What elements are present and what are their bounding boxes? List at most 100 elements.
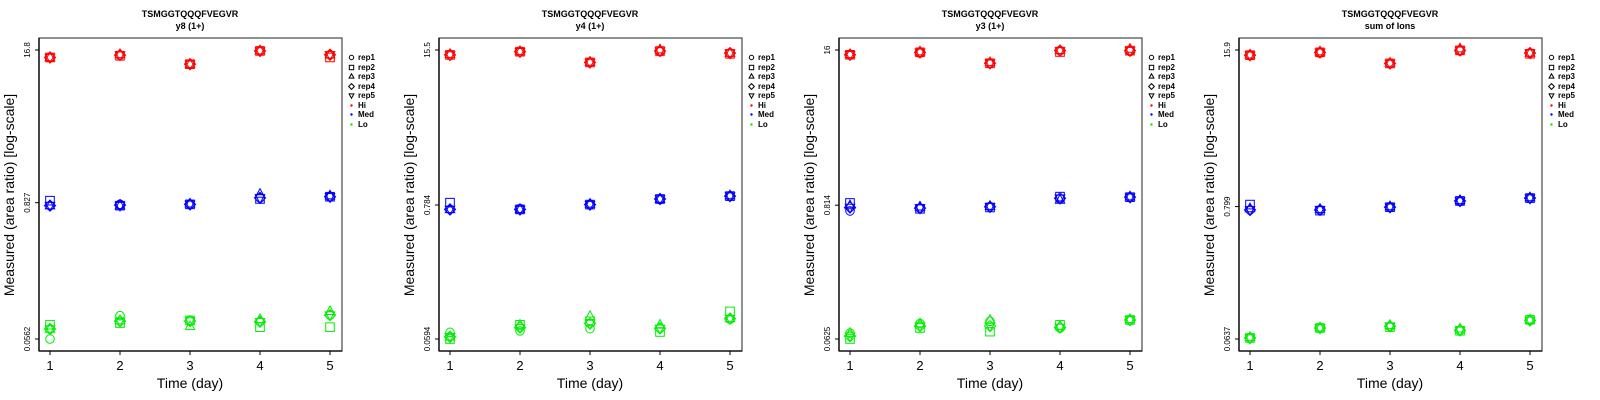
point-lo-rep2-day5	[1125, 315, 1135, 325]
point-lo-rep3-day3	[584, 309, 596, 321]
x-tick-label: 5	[1526, 358, 1533, 373]
point-med-rep5-day2	[514, 205, 526, 216]
point-med-rep5-day4	[254, 194, 266, 205]
x-tick-label: 2	[516, 358, 523, 373]
point-lo-rep3-day1	[44, 322, 56, 333]
point-med-rep5-day3	[984, 203, 996, 214]
point-lo-rep1-day5	[325, 310, 335, 320]
point-med-rep1-day1	[445, 204, 455, 215]
point-lo-rep1-day1	[45, 334, 55, 344]
point-med-rep3-day2	[514, 203, 526, 214]
point-hi-rep3-day2	[114, 47, 126, 59]
y-tick-label: 15.9	[1223, 42, 1232, 58]
point-lo-rep5-day1	[44, 325, 56, 336]
point-lo-rep3-day3	[184, 320, 196, 331]
point-hi-rep5-day5	[724, 49, 736, 60]
x-tick-label: 1	[46, 358, 53, 373]
legend-label: Hi	[358, 101, 366, 110]
point-med-rep2-day1	[445, 197, 455, 208]
point-hi-rep3-day2	[514, 44, 526, 56]
y-tick-label: 16.8	[23, 42, 32, 58]
chart-subtitle: y3 (1+)	[976, 21, 1005, 31]
point-hi-rep3-day1	[444, 47, 456, 58]
y-tick-label: 0.0562	[23, 326, 32, 351]
chart-subtitle: y8 (1+)	[176, 21, 205, 31]
point-med-rep2-day5	[725, 191, 735, 201]
point-lo-rep3-day2	[1314, 321, 1326, 332]
legend-dot-med	[1550, 113, 1553, 116]
point-hi-rep5-day4	[654, 47, 666, 58]
legend-label: rep4	[1158, 82, 1175, 91]
point-lo-rep1-day3	[585, 323, 595, 334]
point-lo-rep5-day4	[654, 324, 666, 335]
legend-symbol-rep1	[1148, 54, 1155, 61]
x-tick-label: 2	[116, 358, 123, 373]
legend-dot-hi	[750, 104, 753, 107]
point-lo-rep5-day5	[1524, 316, 1536, 327]
point-hi-rep2-day3	[1385, 58, 1395, 69]
point-lo-rep5-day4	[1054, 323, 1066, 334]
chart-title: TSMGGTQQQFVEGVR	[142, 9, 239, 19]
chart-title: TSMGGTQQQFVEGVR	[942, 9, 1039, 19]
point-hi-rep5-day2	[114, 51, 126, 62]
legend-label: rep1	[758, 53, 775, 62]
point-hi-rep3-day5	[724, 46, 736, 57]
point-lo-rep5-day5	[724, 314, 736, 325]
x-axis-label: Time (day)	[157, 375, 223, 391]
x-axis-label: Time (day)	[557, 375, 623, 391]
point-med-rep5-day1	[444, 205, 456, 216]
x-tick-label: 4	[256, 358, 263, 373]
y-axis-label: Measured (area ratio) [log-scale]	[1201, 94, 1217, 296]
legend-dot-lo	[350, 123, 353, 126]
point-lo-rep2-day1	[845, 334, 855, 344]
point-lo-rep5-day1	[844, 332, 856, 343]
legend-symbol-rep5	[348, 93, 355, 100]
x-tick-label: 3	[586, 358, 593, 373]
point-lo-rep3-day5	[724, 312, 736, 323]
series-hi	[843, 42, 1137, 70]
y-tick-label: 0.799	[1223, 196, 1232, 217]
point-hi-rep2-day1	[845, 49, 855, 60]
point-med-rep5-day5	[1524, 194, 1536, 205]
point-med-rep2-day1	[1245, 199, 1255, 210]
point-med-rep5-day3	[184, 200, 196, 211]
point-med-rep3-day4	[254, 187, 266, 198]
legend-label: rep1	[358, 53, 375, 62]
legend-dot-med	[750, 113, 753, 116]
point-hi-rep5-day5	[1124, 46, 1136, 58]
point-hi-rep5-day5	[1524, 49, 1536, 60]
point-lo-rep5-day3	[584, 319, 596, 330]
legend-symbol-rep2	[1548, 64, 1555, 71]
point-hi-rep3-day3	[584, 55, 596, 66]
series-lo	[843, 313, 1137, 344]
point-hi-rep3-day2	[1314, 45, 1326, 56]
legend-dot-lo	[1150, 123, 1153, 126]
point-hi-rep2-day4	[255, 46, 265, 56]
point-med-rep3-day2	[914, 200, 926, 211]
point-med-rep1-day1	[1245, 205, 1255, 215]
point-lo-rep1-day1	[445, 327, 455, 338]
point-hi-rep3-day1	[1244, 48, 1256, 59]
chart-panel: TSMGGTQQQFVEGVR y8 (1+) 0.0562 0.827 16.8 1 2 3…	[1, 9, 375, 391]
point-lo-rep5-day1	[444, 333, 456, 344]
point-med-rep1-day1	[45, 200, 55, 211]
point-hi-rep2-day1	[445, 50, 455, 60]
x-tick-label: 5	[1126, 358, 1133, 373]
point-med-rep3-day2	[1314, 202, 1326, 213]
point-lo-rep5-day4	[1454, 326, 1466, 337]
point-med-rep2-day1	[845, 198, 855, 208]
legend-label: rep3	[758, 72, 775, 81]
legend-symbol-rep2	[1148, 64, 1155, 71]
point-med-rep3-day3	[184, 197, 196, 208]
point-med-rep2-day4	[1455, 196, 1465, 206]
point-hi-rep3-day5	[1524, 46, 1536, 57]
point-hi-rep5-day1	[844, 51, 856, 62]
x-tick-label: 3	[986, 358, 993, 373]
point-med-rep3-day3	[584, 197, 596, 208]
point-lo-rep5-day3	[1384, 322, 1396, 333]
point-hi-rep2-day3	[185, 59, 195, 69]
legend-dot-med	[1150, 113, 1153, 116]
point-lo-rep5-day2	[914, 322, 926, 333]
